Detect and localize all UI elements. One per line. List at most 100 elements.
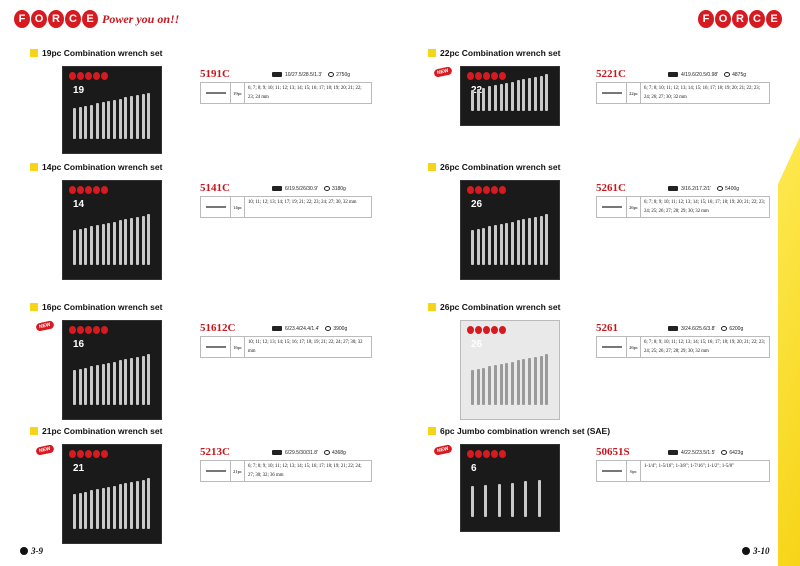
- wrench-shape: [533, 76, 537, 111]
- logo-dot: [483, 186, 490, 194]
- image-count: 19: [73, 85, 85, 96]
- wrench-shape: [482, 367, 486, 405]
- piece-count: 26pc: [627, 197, 641, 217]
- wrench-shape: [539, 355, 543, 405]
- wrench-shape: [511, 221, 514, 265]
- product-meta: 3/24.6/25.6/3.8' 6200g: [668, 326, 743, 332]
- page-stripe: [778, 0, 800, 566]
- wrench-icon-bar: [205, 92, 226, 94]
- wrench-shape: [147, 478, 151, 529]
- wrench-shape: [484, 485, 488, 517]
- dimensions: 4/22.5/23.5/1.5': [681, 450, 716, 456]
- dimensions: 4/19.6/20.5/0.98': [681, 72, 719, 78]
- logo-dot: [499, 72, 506, 80]
- wrench-shape: [118, 484, 122, 529]
- wrench-shape: [101, 224, 105, 265]
- wrench-shape: [107, 222, 111, 265]
- spec-table: 26pc 6; 7; 8; 9; 10; 11; 12; 13; 14; 15; …: [596, 196, 770, 218]
- spec-table: 6pc 1-1/4"; 1-5/16"; 1-3/8"; 1-7/16"; 1-1…: [596, 460, 770, 482]
- wrench-shape: [113, 485, 116, 529]
- logo-dot: [93, 186, 100, 194]
- logo-dot: [467, 450, 474, 458]
- product-image: 26: [460, 320, 560, 420]
- product-code: 5221C: [596, 68, 626, 80]
- wrench-shape: [147, 92, 151, 139]
- logo-dot: [85, 186, 92, 194]
- image-count: 26: [471, 339, 483, 350]
- wrench-shape: [78, 228, 82, 265]
- image-logo: [69, 186, 108, 194]
- logo-dot: [491, 450, 498, 458]
- section-title: 22pc Combination wrench set: [428, 48, 560, 58]
- logo-dot: [101, 450, 108, 458]
- logo-dot: [77, 72, 84, 80]
- wrench-shape: [493, 225, 497, 265]
- product-meta: 6/19.5/26/30.9' 3180g: [272, 186, 346, 192]
- dimensions: 6/29.5/30/31.8': [285, 450, 318, 456]
- wrench-shape: [528, 218, 532, 265]
- wrench-shape: [499, 364, 503, 405]
- product-code: 5191C: [200, 68, 230, 80]
- wrench-shape: [493, 85, 497, 111]
- logo-dot: [101, 326, 108, 334]
- logo-dot: [475, 72, 482, 80]
- wrench-shape: [528, 78, 532, 111]
- logo-dot: [77, 186, 84, 194]
- wrench-icon: [201, 461, 231, 481]
- wrench-shape: [524, 481, 528, 517]
- logo-dot: [93, 72, 100, 80]
- image-count: 6: [471, 463, 477, 474]
- image-count: 26: [471, 199, 483, 210]
- wrench-shape: [107, 486, 111, 529]
- piece-count: 6pc: [627, 461, 641, 481]
- wrench-shape: [141, 355, 145, 405]
- image-count: 22: [471, 85, 482, 96]
- logo-dot: [499, 450, 506, 458]
- spec-table: 16pc 10; 11; 12; 13; 14; 15; 16; 17; 18; …: [200, 336, 372, 358]
- wrench-shape: [528, 358, 532, 405]
- image-logo: [69, 72, 108, 80]
- box-icon: [272, 72, 282, 77]
- wrench-icon: [201, 197, 231, 217]
- dimensions: 3/24.6/25.6/3.8': [681, 326, 716, 332]
- logo-dot: [499, 186, 506, 194]
- wrench-shape: [471, 370, 474, 405]
- size-list: 6; 7; 8; 9; 10; 11; 12; 13; 14; 15; 16; …: [644, 200, 765, 214]
- wrench-shape: [101, 102, 105, 139]
- logo-letter: O: [715, 10, 731, 28]
- logo-letter: F: [14, 10, 30, 28]
- weight-icon: [717, 186, 724, 191]
- logo-letter: O: [31, 10, 47, 28]
- weight-icon: [323, 186, 330, 191]
- box-icon: [272, 450, 282, 455]
- wrench-icon: [597, 83, 627, 103]
- section-title: 26pc Combination wrench set: [428, 302, 560, 312]
- section-title: 26pc Combination wrench set: [428, 162, 560, 172]
- wrench-shape: [545, 214, 549, 265]
- size-list: 6; 7; 8; 9; 10; 11; 12; 13; 14; 15; 16; …: [248, 86, 362, 100]
- box-icon: [668, 186, 678, 191]
- product-code: 5261C: [596, 182, 626, 194]
- wrench-icon-bar: [205, 206, 226, 208]
- wrench-shape: [499, 224, 503, 265]
- logo-dot: [475, 326, 482, 334]
- wrench-shape: [471, 486, 474, 517]
- piece-count: 16pc: [231, 337, 245, 357]
- wrench-shape: [488, 366, 492, 405]
- wrench-shape: [135, 480, 139, 529]
- box-icon: [668, 450, 678, 455]
- wrench-shape: [147, 354, 151, 405]
- product-image: 14: [62, 180, 162, 280]
- logo-dot: [85, 326, 92, 334]
- logo-dot: [467, 326, 474, 334]
- wrench-shape: [516, 220, 520, 265]
- page-number-right: 3-10: [742, 546, 770, 556]
- weight: 2750g: [336, 72, 351, 78]
- wrench-shape: [73, 494, 76, 529]
- dimensions: 6/19.5/26/30.9': [285, 186, 318, 192]
- wrench-shape: [522, 359, 526, 405]
- wrench-shape: [147, 214, 151, 265]
- spec-table: 14pc 10; 11; 12; 13; 14; 17; 19; 21; 22; …: [200, 196, 372, 218]
- wrench-shape: [124, 97, 128, 139]
